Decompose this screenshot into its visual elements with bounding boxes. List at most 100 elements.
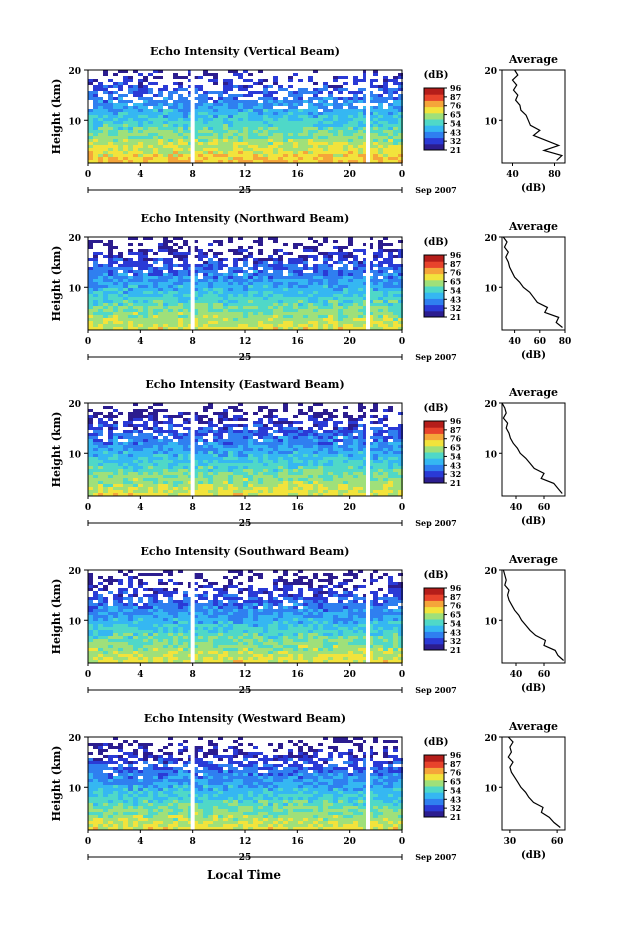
average-y-tick-label: 10: [484, 117, 497, 127]
average-y-tick-label: 10: [484, 450, 497, 460]
day-label: 25: [239, 353, 252, 363]
average-x-tick-label: 60: [534, 337, 547, 347]
y-axis-label: Height (km): [50, 246, 63, 322]
average-x-tick-label: 40: [506, 170, 519, 180]
colorbar-tick-label: 32: [450, 303, 461, 313]
y-axis-label: Height (km): [50, 412, 63, 488]
colorbar: [424, 88, 444, 151]
x-tick-label: 16: [291, 837, 304, 847]
colorbar-tick-label: 54: [450, 285, 462, 295]
x-tick-label: 0: [85, 170, 91, 180]
heatmap-cells: [88, 237, 403, 330]
colorbar-swatch: [424, 112, 444, 120]
colorbar-swatch: [424, 637, 444, 645]
average-title: Average: [508, 553, 558, 566]
colorbar-swatch: [424, 470, 444, 478]
panels: Echo Intensity (Vertical Beam) Height (km…: [50, 45, 571, 863]
x-tick-label: 4: [137, 837, 143, 847]
date-label: Sep 2007: [415, 185, 457, 195]
colorbar-swatch: [424, 304, 444, 312]
colorbar-swatch: [424, 594, 444, 601]
x-tick-label: 12: [239, 503, 252, 513]
colorbar-swatch: [424, 433, 444, 441]
colorbar-tick-label: 87: [450, 259, 461, 269]
y-axis-label: Height (km): [50, 746, 63, 822]
y-axis-label: Height (km): [50, 579, 63, 655]
colorbar: [424, 421, 444, 484]
average-y-tick-label: 20: [484, 567, 497, 577]
average-frame: [501, 736, 566, 831]
day-label: 25: [239, 853, 252, 863]
x-tick-label: 8: [190, 170, 196, 180]
colorbar-frame: [423, 587, 445, 651]
colorbar-unit: (dB): [424, 570, 449, 581]
colorbar-tick-label: 96: [450, 583, 462, 593]
average-title: Average: [508, 220, 558, 233]
colorbar-tick-label: 54: [450, 785, 462, 795]
colorbar-tick-label: 32: [450, 469, 461, 479]
colorbar-tick-label: 21: [450, 812, 461, 822]
colorbar-tick-label: 65: [450, 777, 461, 787]
average-x-label: (dB): [521, 350, 546, 361]
x-tick-label: 20: [343, 670, 356, 680]
average-x-tick-label: 80: [548, 170, 561, 180]
x-tick-label: 0: [399, 170, 405, 180]
colorbar-swatch: [424, 464, 444, 472]
y-tick-label: 20: [68, 567, 81, 577]
data-gap: [190, 403, 195, 496]
y-tick-label: 10: [68, 117, 81, 127]
colorbar-swatch: [424, 94, 444, 101]
date-label: Sep 2007: [415, 352, 457, 362]
data-gap: [190, 237, 195, 330]
average-title: Average: [508, 720, 558, 733]
heatmap-cells: [88, 403, 403, 496]
average-y-tick-label: 20: [484, 67, 497, 77]
y-tick-label: 10: [68, 617, 81, 627]
x-tick-label: 4: [137, 670, 143, 680]
colorbar-tick-label: 54: [450, 451, 462, 461]
data-gap: [365, 403, 370, 496]
colorbar-swatch: [424, 106, 444, 114]
colorbar-frame: [423, 87, 445, 151]
colorbar-tick-label: 76: [450, 601, 462, 611]
x-tick-label: 8: [190, 337, 196, 347]
colorbar: [424, 255, 444, 318]
panel-title: Echo Intensity (Southward Beam): [141, 545, 350, 558]
colorbar-swatch: [424, 600, 444, 608]
colorbar-tick-label: 76: [450, 768, 462, 778]
x-tick-label: 16: [291, 670, 304, 680]
colorbar-swatch: [424, 643, 444, 651]
average-x-label: (dB): [521, 850, 546, 861]
colorbar-unit: (dB): [424, 737, 449, 748]
y-tick-label: 20: [68, 400, 81, 410]
colorbar-tick-label: 87: [450, 425, 461, 435]
x-tick-label: 16: [291, 337, 304, 347]
average-y-tick-label: 10: [484, 784, 497, 794]
average-x-tick-label: 30: [504, 837, 517, 847]
x-tick-label: 12: [239, 337, 252, 347]
colorbar-swatch: [424, 786, 444, 793]
colorbar-swatch: [424, 255, 444, 262]
colorbar-swatch: [424, 476, 444, 484]
heatmap-cells: [88, 737, 403, 830]
colorbar-tick-label: 65: [450, 610, 461, 620]
colorbar-swatch: [424, 273, 444, 281]
date-label: Sep 2007: [415, 685, 457, 695]
colorbar-swatch: [424, 125, 444, 132]
y-tick-label: 20: [68, 734, 81, 744]
colorbar-swatch: [424, 88, 444, 95]
x-tick-label: 20: [343, 837, 356, 847]
colorbar: [424, 588, 444, 651]
colorbar-swatch: [424, 427, 444, 434]
average-y-tick-label: 20: [484, 400, 497, 410]
colorbar-tick-label: 87: [450, 92, 461, 102]
colorbar-tick-label: 76: [450, 101, 462, 111]
x-tick-label: 0: [399, 337, 405, 347]
x-tick-label: 4: [137, 170, 143, 180]
average-line: [502, 236, 563, 328]
y-tick-label: 20: [68, 67, 81, 77]
x-tick-label: 16: [291, 170, 304, 180]
data-gap: [190, 737, 195, 830]
colorbar-swatch: [424, 588, 444, 595]
